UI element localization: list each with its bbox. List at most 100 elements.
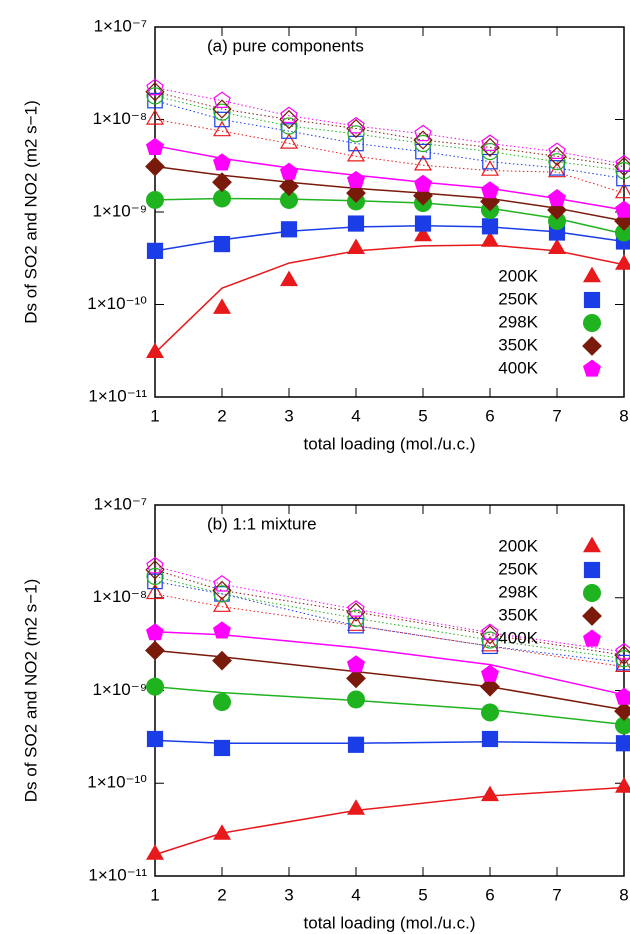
marker (213, 189, 231, 208)
marker (280, 270, 298, 287)
marker (347, 125, 365, 143)
marker (279, 133, 299, 149)
marker (145, 156, 165, 177)
marker (548, 189, 566, 207)
legend-marker (583, 584, 601, 602)
dotted-line (154, 95, 625, 172)
marker (347, 238, 365, 254)
marker (547, 146, 567, 166)
marker (615, 642, 630, 660)
marker (348, 617, 364, 634)
fit-line (154, 225, 625, 252)
marker (147, 573, 163, 590)
marker (280, 106, 298, 124)
dotted-line (154, 91, 625, 167)
marker (213, 103, 231, 121)
marker (547, 161, 567, 178)
x-tick-label: 6 (485, 406, 494, 425)
marker (347, 799, 365, 815)
legend-label: 400K (498, 628, 538, 647)
legend-label: 400K (498, 358, 538, 377)
x-tick-label: 5 (418, 406, 427, 425)
marker (146, 556, 164, 574)
dotted-line (154, 593, 625, 668)
marker (481, 664, 499, 682)
marker (481, 181, 499, 199)
marker (280, 190, 298, 209)
marker (481, 218, 499, 235)
x-axis-label: total loading (mol./u.c.) (304, 913, 476, 932)
x-tick-label: 1 (150, 885, 159, 904)
marker (213, 585, 231, 603)
dotted-line (154, 100, 625, 179)
x-tick-label: 3 (284, 406, 293, 425)
marker (548, 238, 566, 254)
marker (346, 602, 366, 622)
legend-marker (583, 536, 601, 553)
marker (212, 172, 232, 193)
marker (548, 142, 566, 159)
marker (615, 200, 630, 218)
marker (615, 162, 630, 180)
x-tick-label: 7 (552, 406, 561, 425)
marker (480, 137, 500, 157)
marker (480, 191, 500, 212)
marker (482, 153, 498, 170)
x-tick-label: 8 (619, 885, 628, 904)
marker (146, 87, 164, 105)
fit-line (154, 630, 625, 696)
dotted-line (154, 87, 625, 165)
legend-label: 298K (498, 582, 538, 601)
marker (414, 124, 432, 142)
dotted-line (154, 569, 625, 656)
x-tick-label: 2 (217, 406, 226, 425)
legend-label: 350K (498, 335, 538, 354)
marker (146, 623, 164, 641)
marker (413, 185, 433, 206)
panel: 1×10⁻¹¹ 1×10⁻¹⁰ 1×10⁻⁹ 1×10⁻⁸ 1×10⁻⁷ 1 2 3 4 5 6 7 8… (21, 494, 630, 932)
y-tick-label: 1×10⁻⁷ (94, 494, 147, 513)
y-tick-label: 1×10⁻¹⁰ (87, 773, 147, 792)
legend-label: 200K (498, 536, 538, 555)
fit-line (154, 165, 625, 222)
y-tick-label: 1×10⁻⁷ (94, 16, 147, 35)
marker (280, 162, 298, 180)
marker (146, 78, 164, 96)
marker (145, 82, 165, 102)
marker (213, 235, 231, 253)
legend-label: 200K (498, 266, 538, 285)
panel: 1×10⁻¹¹ 1×10⁻¹⁰ 1×10⁻⁹ 1×10⁻⁸ 1×10⁻⁷ 1 2 3 4 5 6 7 8… (21, 16, 630, 453)
x-tick-label: 6 (485, 885, 494, 904)
marker (614, 701, 630, 721)
marker (346, 145, 366, 162)
marker (615, 687, 630, 705)
marker (347, 690, 365, 709)
plot-frame (154, 504, 625, 877)
y-tick-label: 1×10⁻¹¹ (88, 865, 147, 884)
marker (347, 215, 365, 232)
marker (213, 693, 231, 712)
marker (481, 623, 499, 641)
marker (481, 785, 499, 802)
legend-label: 350K (498, 605, 538, 624)
marker (213, 621, 231, 639)
marker (213, 91, 231, 109)
marker (414, 215, 432, 232)
legend-marker (583, 314, 601, 332)
legend-label: 250K (498, 289, 538, 308)
marker (347, 116, 365, 134)
marker (614, 182, 630, 199)
y-axis-label: Ds of SO2 and NO2 (m2 s−1) (21, 579, 40, 802)
x-tick-label: 7 (552, 885, 561, 904)
legend-label: 250K (498, 559, 538, 578)
marker (346, 615, 366, 631)
x-tick-label: 4 (351, 406, 360, 425)
y-tick-label: 1×10⁻¹⁰ (87, 294, 147, 313)
x-tick-label: 8 (619, 406, 628, 425)
marker (481, 142, 499, 161)
y-tick-label: 1×10⁻⁸ (93, 587, 147, 606)
marker (615, 650, 630, 668)
marker (347, 655, 365, 673)
marker (614, 656, 630, 673)
marker (481, 631, 499, 649)
